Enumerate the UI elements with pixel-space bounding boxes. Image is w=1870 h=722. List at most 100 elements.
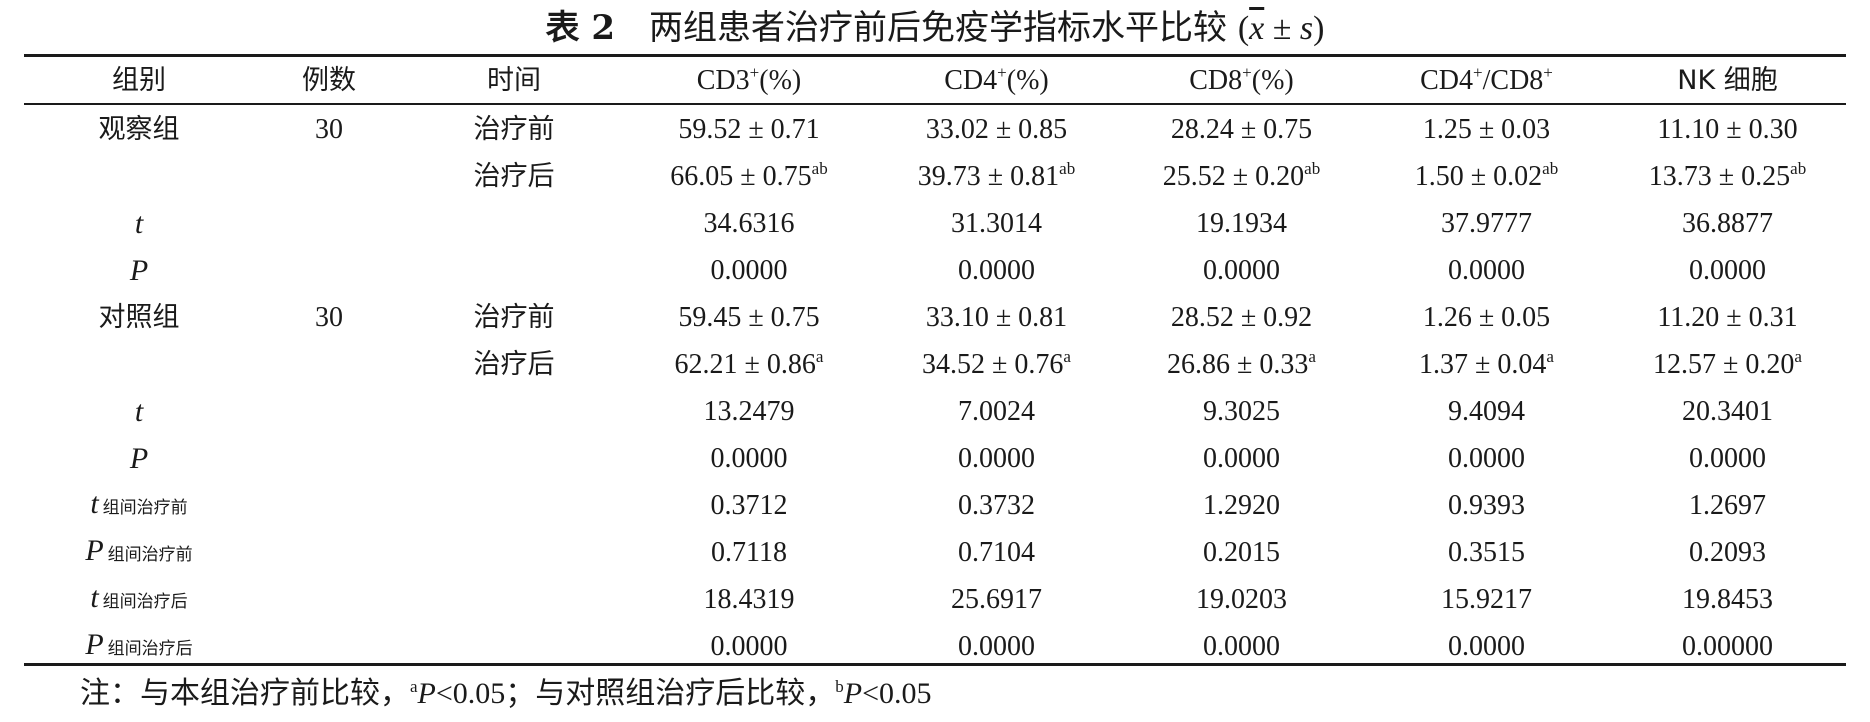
time-cell: 治疗前 <box>473 114 555 145</box>
cd8-value: 26.86 ± 0.33a <box>1167 347 1316 380</box>
nk-value: 1.2697 <box>1689 490 1766 521</box>
table-row: 治疗后 62.21 ± 0.86a 34.52 ± 0.76a 26.86 ± 0.3… <box>24 341 1846 388</box>
nk-value: 0.0000 <box>1689 443 1766 474</box>
cd4-value: 25.6917 <box>951 584 1042 615</box>
table-row: P 组间治疗前 0.7118 0.7104 0.2015 0.3515 0.2093 <box>24 529 1846 576</box>
header-count: 例数 <box>302 65 356 96</box>
mean-symbol: x <box>1249 10 1265 47</box>
stat-label: P <box>129 254 149 287</box>
ratio-value: 1.26 ± 0.05 <box>1422 302 1551 333</box>
table-row: 观察组 30 治疗前 59.52 ± 0.71 33.02 ± 0.85 28.24 ± … <box>24 106 1846 153</box>
table-footnote: 注：与本组治疗前比较，aP<0.05；与对照组治疗后比较，bP<0.05 <box>80 676 932 711</box>
cd4-value: 31.3014 <box>951 208 1042 239</box>
table-row: P 组间治疗后 0.0000 0.0000 0.0000 0.0000 0.00000 <box>24 623 1846 670</box>
header-cd4-cd8-ratio: CD4+/CD8+ <box>1420 63 1553 96</box>
ratio-value: 1.25 ± 0.03 <box>1422 114 1551 145</box>
header-rule <box>24 103 1846 105</box>
ratio-value: 9.4094 <box>1448 396 1525 427</box>
cd8-value: 19.0203 <box>1196 584 1287 615</box>
cd3-value: 34.6316 <box>703 208 795 239</box>
cd8-value: 0.0000 <box>1203 255 1280 286</box>
nk-value: 13.73 ± 0.25ab <box>1648 159 1807 192</box>
table-row: P 0.0000 0.0000 0.0000 0.0000 0.0000 <box>24 435 1846 482</box>
cd3-value: 0.0000 <box>710 443 788 474</box>
header-cd8: CD8+(%) <box>1189 63 1294 96</box>
table-row: t 13.2479 7.0024 9.3025 9.4094 20.3401 <box>24 388 1846 435</box>
stat-label: t <box>134 207 144 240</box>
cd8-value: 28.52 ± 0.92 <box>1170 302 1313 333</box>
cd4-value: 34.52 ± 0.76a <box>922 347 1071 380</box>
cd8-value: 0.0000 <box>1203 631 1280 662</box>
bottom-rule <box>24 663 1846 666</box>
header-group: 组别 <box>112 65 166 96</box>
ratio-value: 0.9393 <box>1448 490 1525 521</box>
header-time: 时间 <box>487 65 541 96</box>
cd3-value: 13.2479 <box>703 396 795 427</box>
nk-value: 0.2093 <box>1689 537 1766 568</box>
cd3-value: 62.21 ± 0.86a <box>674 347 824 380</box>
ratio-value: 0.0000 <box>1448 631 1525 662</box>
table-row: 治疗后 66.05 ± 0.75ab 39.73 ± 0.81ab 25.52 ± 0… <box>24 153 1846 200</box>
cd8-value: 19.1934 <box>1196 208 1287 239</box>
header-cd4: CD4+(%) <box>944 63 1049 96</box>
cd3-value: 0.0000 <box>710 255 788 286</box>
cd4-value: 39.73 ± 0.81ab <box>917 159 1076 192</box>
ratio-value: 15.9217 <box>1441 584 1532 615</box>
title-formula: (x ± s) <box>1237 10 1325 47</box>
ratio-value: 37.9777 <box>1441 208 1532 239</box>
cd8-value: 25.52 ± 0.20ab <box>1162 159 1321 192</box>
cd4-value: 0.3732 <box>958 490 1035 521</box>
stat-label: P <box>129 442 149 475</box>
group-cell: 观察组 <box>98 114 180 145</box>
cd3-value: 0.3712 <box>710 490 788 521</box>
sd-symbol: s <box>1299 10 1314 47</box>
table-caption: 两组患者治疗前后免疫学指标水平比较 <box>649 8 1228 48</box>
ratio-value: 1.50 ± 0.02ab <box>1414 159 1559 192</box>
table-row: t 34.6316 31.3014 19.1934 37.9777 36.8877 <box>24 200 1846 247</box>
table-row: P 0.0000 0.0000 0.0000 0.0000 0.0000 <box>24 247 1846 294</box>
table-number: 表 2 <box>545 8 616 48</box>
nk-value: 20.3401 <box>1682 396 1773 427</box>
ratio-value: 1.37 ± 0.04a <box>1419 347 1554 380</box>
header-row: 组别 例数 时间 CD3+(%) CD4+(%) CD8+(%) CD4+/CD… <box>24 57 1846 104</box>
cd3-value: 59.52 ± 0.71 <box>678 114 820 145</box>
header-nk-cells: NK 细胞 <box>1677 65 1778 96</box>
cd4-value: 33.02 ± 0.85 <box>925 114 1068 145</box>
cd3-value: 0.0000 <box>710 631 788 662</box>
top-rule <box>24 54 1846 57</box>
cd3-value: 59.45 ± 0.75 <box>678 302 820 333</box>
table-body: 观察组 30 治疗前 59.52 ± 0.71 33.02 ± 0.85 28.24 ± … <box>24 106 1846 670</box>
cd4-value: 0.0000 <box>958 443 1035 474</box>
table-row: t 组间治疗后 18.4319 25.6917 19.0203 15.9217 19.845… <box>24 576 1846 623</box>
cd4-value: 0.7104 <box>958 537 1035 568</box>
time-cell: 治疗后 <box>473 161 555 192</box>
cd8-value: 1.2920 <box>1203 490 1280 521</box>
ratio-value: 0.3515 <box>1448 537 1525 568</box>
nk-value: 11.10 ± 0.30 <box>1657 114 1798 145</box>
stat-label: t <box>134 395 144 428</box>
table-title: 表 2 两组患者治疗前后免疫学指标水平比较 (x ± s) <box>0 6 1870 51</box>
cd8-value: 0.2015 <box>1203 537 1280 568</box>
stat-label: t 组间治疗前 <box>90 486 188 520</box>
time-cell: 治疗前 <box>473 302 555 333</box>
count-cell: 30 <box>315 114 343 145</box>
time-cell: 治疗后 <box>473 349 555 380</box>
cd3-value: 18.4319 <box>703 584 795 615</box>
cd4-value: 0.0000 <box>958 631 1035 662</box>
nk-value: 36.8877 <box>1682 208 1773 239</box>
group-cell: 对照组 <box>98 302 180 333</box>
ratio-value: 0.0000 <box>1448 443 1525 474</box>
stat-label: P 组间治疗前 <box>85 533 193 567</box>
cd8-value: 28.24 ± 0.75 <box>1170 114 1313 145</box>
cd8-value: 0.0000 <box>1203 443 1280 474</box>
cd4-value: 7.0024 <box>958 396 1035 427</box>
data-table: 组别 例数 时间 CD3+(%) CD4+(%) CD8+(%) CD4+/CD… <box>24 57 1846 670</box>
cd8-value: 9.3025 <box>1203 396 1280 427</box>
nk-value: 19.8453 <box>1682 584 1773 615</box>
table-row: 对照组 30 治疗前 59.45 ± 0.75 33.10 ± 0.81 28.52 ± … <box>24 294 1846 341</box>
nk-value: 0.00000 <box>1682 631 1773 662</box>
cd4-value: 33.10 ± 0.81 <box>925 302 1068 333</box>
table-row: t 组间治疗前 0.3712 0.3732 1.2920 0.9393 1.2697 <box>24 482 1846 529</box>
cd3-value: 66.05 ± 0.75ab <box>670 159 828 192</box>
nk-value: 12.57 ± 0.20a <box>1653 347 1802 380</box>
